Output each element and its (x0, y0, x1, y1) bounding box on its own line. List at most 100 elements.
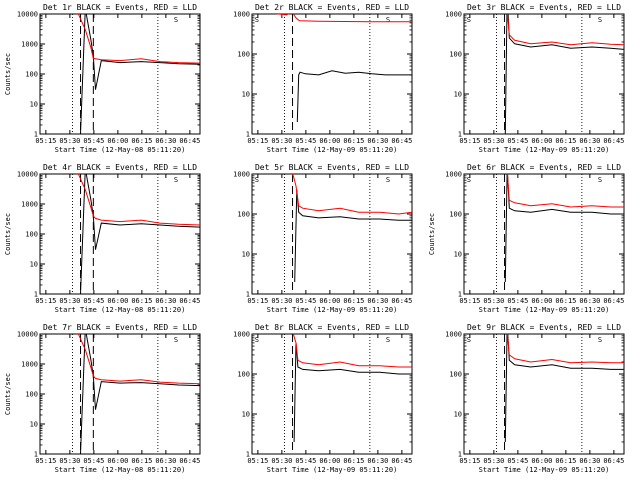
x-tick-label: 06:30 (579, 137, 600, 145)
x-tick-label: 05:45 (83, 297, 104, 305)
saa-marker-label: S (467, 16, 471, 24)
x-tick-label: 05:30 (271, 457, 292, 465)
saa-marker-label: S (174, 16, 178, 24)
x-tick-label: 06:00 (107, 137, 128, 145)
y-tick-label: 1 (34, 131, 38, 139)
series-events-line (504, 174, 624, 283)
panel-title: Det 6r BLACK = Events, RED = LLD (467, 163, 621, 172)
x-tick-label: 06:45 (603, 137, 624, 145)
x-tick-label: 05:30 (483, 137, 504, 145)
x-tick-label: 06:45 (179, 457, 200, 465)
y-tick-label: 10 (30, 101, 38, 109)
y-tick-label: 10 (242, 91, 250, 99)
x-tick-label: 06:30 (579, 457, 600, 465)
x-tick-label: 05:15 (35, 457, 56, 465)
saa-marker-label: S (598, 16, 602, 24)
y-tick-label: 10 (242, 411, 250, 419)
y-tick-label: 1000 (233, 11, 250, 19)
x-tick-label: 06:30 (367, 457, 388, 465)
x-tick-label: 06:00 (107, 297, 128, 305)
x-tick-label: 05:30 (59, 297, 80, 305)
x-axis-label: Start Time (12-May-09 05:11:20) (479, 306, 610, 314)
plot-frame (463, 333, 625, 455)
x-tick-label: 06:15 (131, 137, 152, 145)
y-tick-label: 10000 (17, 11, 38, 19)
x-axis-label: Start Time (12-May-08 05:11:20) (55, 306, 186, 314)
series-lld-line (292, 334, 412, 368)
series-events-line (40, 334, 200, 454)
y-tick-label: 100 (449, 211, 462, 219)
y-tick-label: 1 (246, 451, 250, 459)
y-axis-label: Counts/sec (4, 213, 12, 255)
y-tick-label: 10 (454, 251, 462, 259)
x-tick-label: 05:15 (459, 457, 480, 465)
y-tick-label: 1000 (233, 171, 250, 179)
saa-marker-label: S (467, 176, 471, 184)
x-tick-label: 05:45 (295, 137, 316, 145)
y-tick-label: 100 (237, 371, 250, 379)
saa-marker-label: S (467, 336, 471, 344)
x-tick-label: 05:15 (247, 137, 268, 145)
x-tick-label: 05:45 (295, 297, 316, 305)
series-lld-line (77, 334, 200, 385)
panel-title: Det 3r BLACK = Events, RED = LLD (467, 3, 621, 12)
x-tick-label: 06:15 (131, 457, 152, 465)
saa-marker-label: S (255, 336, 259, 344)
saa-marker-label: S (255, 176, 259, 184)
x-tick-label: 05:30 (59, 457, 80, 465)
y-tick-label: 1 (458, 291, 462, 299)
plot-frame (251, 173, 413, 295)
y-tick-label: 1000 (445, 11, 462, 19)
y-tick-label: 100 (25, 391, 38, 399)
y-axis-label: Counts/sec (4, 373, 12, 415)
x-tick-label: 06:00 (531, 297, 552, 305)
series-events-line (504, 14, 624, 134)
x-axis-label: Start Time (12-May-08 05:11:20) (55, 146, 186, 154)
panel-title: Det 8r BLACK = Events, RED = LLD (255, 323, 409, 332)
y-tick-label: 10 (454, 91, 462, 99)
x-tick-label: 06:15 (343, 297, 364, 305)
x-tick-label: 06:00 (319, 457, 340, 465)
y-tick-label: 1000 (233, 331, 250, 339)
x-tick-label: 05:45 (83, 457, 104, 465)
panel-title: Det 1r BLACK = Events, RED = LLD (43, 3, 197, 12)
x-tick-label: 06:15 (343, 457, 364, 465)
y-tick-label: 10 (30, 421, 38, 429)
y-axis-label: Counts/sec (428, 213, 436, 255)
y-tick-label: 1000 (445, 171, 462, 179)
x-tick-label: 06:45 (391, 137, 412, 145)
x-tick-label: 06:45 (391, 457, 412, 465)
y-tick-label: 1 (34, 451, 38, 459)
plot-frame (39, 13, 201, 135)
panel-8: Det 8r BLACK = Events, RED = LLD 1 10 100 10… (233, 323, 413, 474)
y-tick-label: 1000 (445, 331, 462, 339)
y-tick-label: 1 (458, 131, 462, 139)
x-tick-label: 05:45 (507, 457, 528, 465)
plot-frame (251, 13, 413, 135)
panel-7: Det 7r BLACK = Events, RED = LLD 1 10 100 10… (4, 323, 201, 474)
x-tick-label: 06:30 (155, 297, 176, 305)
x-tick-label: 05:45 (83, 137, 104, 145)
y-tick-label: 1000 (21, 41, 38, 49)
x-tick-label: 06:30 (579, 297, 600, 305)
y-tick-label: 1000 (21, 201, 38, 209)
plot-frame (251, 333, 413, 455)
y-tick-label: 100 (449, 51, 462, 59)
x-tick-label: 05:30 (59, 137, 80, 145)
series-lld-line (77, 174, 200, 226)
x-tick-label: 06:30 (367, 297, 388, 305)
saa-marker-label: S (386, 176, 390, 184)
y-tick-label: 10 (242, 251, 250, 259)
series-lld-line (506, 334, 624, 364)
panel-3: Det 3r BLACK = Events, RED = LLD 1 10 100 10… (445, 3, 625, 154)
x-tick-label: 05:45 (507, 297, 528, 305)
plot-frame (39, 333, 201, 455)
x-tick-label: 06:15 (555, 137, 576, 145)
x-tick-label: 05:15 (247, 297, 268, 305)
plot-frame (463, 13, 625, 135)
x-tick-label: 05:30 (271, 297, 292, 305)
plot-frame (463, 173, 625, 295)
series-lld-line (274, 14, 412, 23)
series-events-line (293, 342, 412, 443)
